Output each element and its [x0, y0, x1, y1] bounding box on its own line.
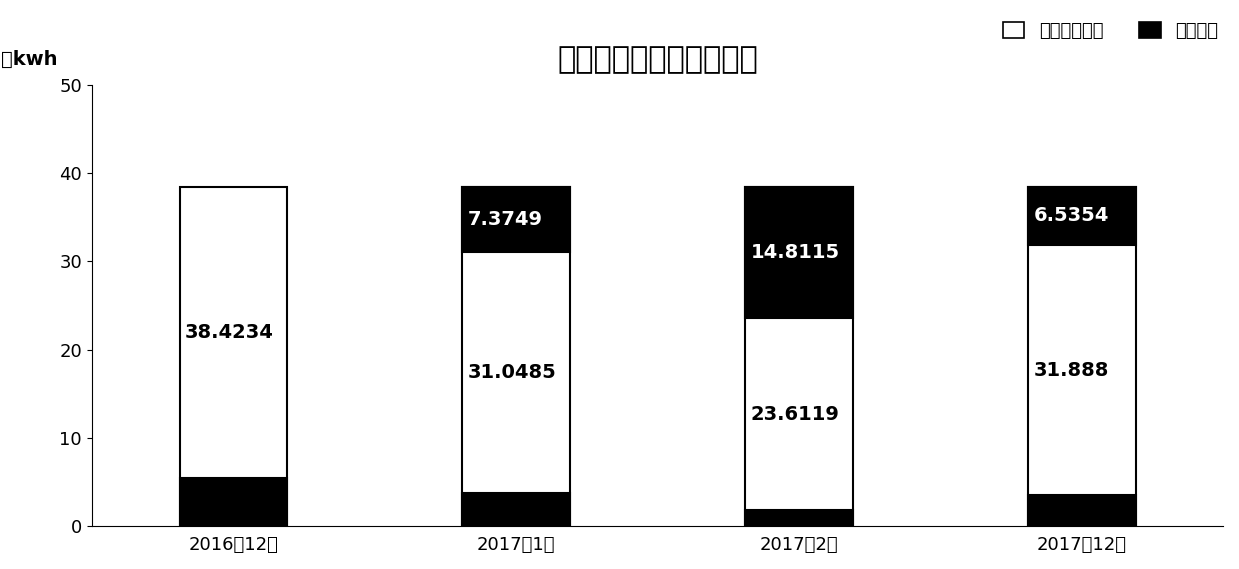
- Bar: [746, 187, 852, 318]
- Title: 综合场用电量降低对比图: 综合场用电量降低对比图: [558, 45, 758, 74]
- Bar: [180, 187, 287, 526]
- Text: 31.888: 31.888: [1033, 361, 1109, 380]
- Bar: [746, 510, 852, 526]
- Legend: 综合场用电量, 降低数值: 综合场用电量, 降低数值: [995, 14, 1225, 47]
- Bar: [462, 187, 570, 252]
- Text: 6.5354: 6.5354: [1033, 207, 1109, 225]
- Bar: [462, 493, 570, 526]
- Bar: [1028, 187, 1136, 245]
- Bar: [1028, 187, 1136, 526]
- Bar: [1028, 496, 1136, 526]
- Bar: [746, 187, 852, 526]
- Text: 31.0485: 31.0485: [468, 363, 556, 382]
- Text: 14.8115: 14.8115: [751, 243, 840, 262]
- Bar: [462, 187, 570, 526]
- Text: 7.3749: 7.3749: [468, 210, 543, 229]
- Text: 23.6119: 23.6119: [751, 405, 840, 423]
- Text: 万kwh: 万kwh: [1, 50, 58, 68]
- Bar: [180, 478, 287, 526]
- Text: 38.4234: 38.4234: [185, 323, 274, 342]
